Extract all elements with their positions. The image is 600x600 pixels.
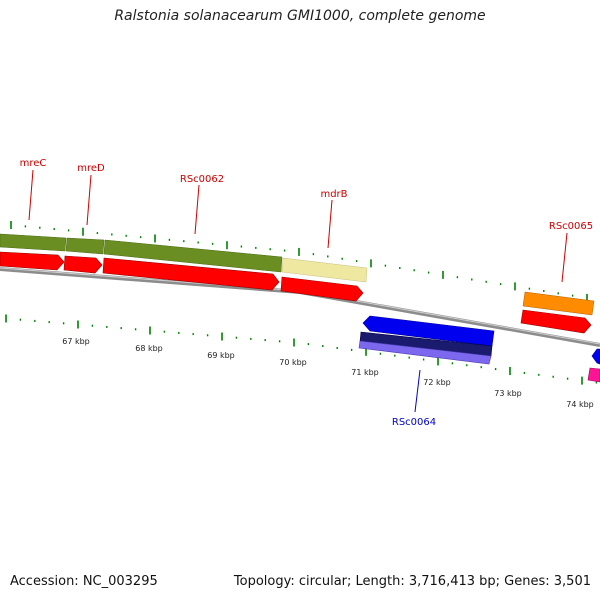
gene-RSc0062[interactable]: [103, 239, 283, 273]
gene-mreD[interactable]: [65, 237, 105, 255]
gene-label-RSc0065: RSc0065: [549, 221, 593, 232]
gene-label-RSc0064: RSc0064: [392, 417, 436, 428]
forward-strand-ticks: [10, 221, 588, 302]
gene-label-mreC: mreC: [20, 158, 47, 169]
cds-mdrB[interactable]: [280, 276, 364, 302]
scale-label: 73 kbp: [494, 389, 522, 398]
gene-label-mreD: mreD: [77, 163, 105, 174]
scale-label: 71 kbp: [351, 368, 379, 377]
gene-RSc0065[interactable]: [522, 291, 595, 316]
gene-label-mdrB: mdrB: [320, 189, 347, 200]
label-line-RSc0065: [561, 232, 568, 283]
map-title: Ralstonia solanacearum GMI1000, complete…: [114, 8, 486, 24]
gene-label-RSc0062: RSc0062: [180, 174, 224, 185]
label-line-mdrB: [327, 199, 333, 249]
accession-text: Accession: NC_003295: [10, 574, 158, 589]
gene-mreC[interactable]: [0, 233, 67, 252]
cds-RSc0065[interactable]: [520, 309, 592, 334]
label-line-mreD: [86, 174, 92, 226]
label-line-RSc0064: [414, 369, 421, 413]
scale-label: 70 kbp: [279, 358, 307, 367]
genome-stats-text: Topology: circular; Length: 3,716,413 bp…: [233, 574, 591, 589]
cds-RSc0062[interactable]: [102, 257, 280, 291]
gene-mdrB[interactable]: [281, 257, 368, 283]
cds-mreC[interactable]: [0, 251, 65, 271]
label-line-mreC: [28, 169, 34, 221]
scale-label: 72 kbp: [423, 378, 451, 387]
gene-RSc0066-partial[interactable]: [591, 348, 600, 365]
reverse-strand-ticks: [5, 314, 598, 385]
scale-label: 69 kbp: [207, 351, 235, 360]
label-line-RSc0062: [194, 184, 200, 235]
scale-label: 67 kbp: [62, 337, 90, 346]
cds-mreD[interactable]: [63, 255, 103, 274]
gene-RSc0064[interactable]: [362, 315, 495, 347]
scale-label: 74 kbp: [566, 400, 594, 409]
cds-RSc0066-partial[interactable]: [587, 367, 600, 383]
scale-label: 68 kbp: [135, 344, 163, 353]
cds-RSc0064-lower[interactable]: [358, 340, 492, 365]
